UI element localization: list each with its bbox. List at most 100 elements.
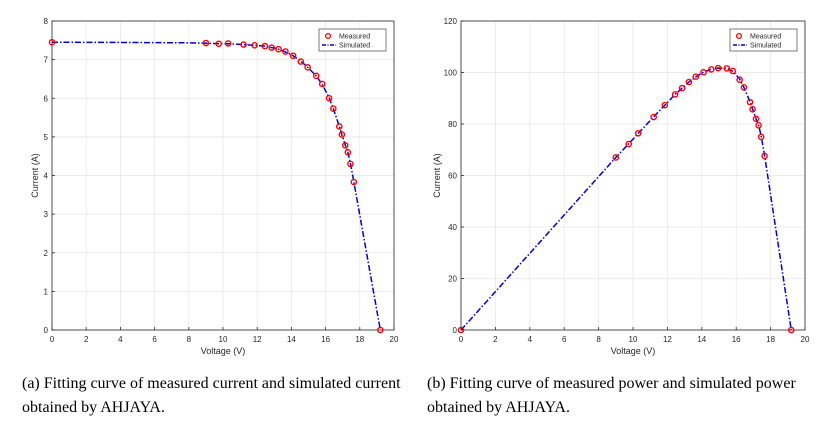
x-tick-label: 2 <box>493 335 498 344</box>
x-tick-label: 0 <box>50 335 55 344</box>
measured-point <box>318 80 326 88</box>
measured-point <box>377 326 384 334</box>
x-tick-label: 6 <box>152 335 157 344</box>
legend-simulated-label: Simulated <box>750 43 781 50</box>
measured-point <box>341 142 349 149</box>
legend-simulated-label: Simulated <box>339 43 370 50</box>
measured-point <box>457 326 465 334</box>
x-tick-label: 4 <box>528 335 533 344</box>
legend-measured-marker <box>324 32 332 40</box>
x-tick-label: 16 <box>321 335 330 344</box>
measured-point <box>634 129 642 137</box>
series-simulated-line <box>460 67 792 331</box>
measured-point <box>224 40 232 47</box>
measured-point <box>685 78 693 86</box>
measured-point <box>350 178 358 186</box>
measured-point <box>752 115 760 123</box>
measured-point <box>661 101 669 109</box>
x-tick-label: 4 <box>118 335 123 344</box>
measured-point <box>625 140 633 148</box>
series-simulated-line <box>51 41 382 331</box>
legend: Measured Simulated <box>729 28 798 52</box>
caption-b: (b) Fitting curve of measured power and … <box>427 375 796 416</box>
measured-point <box>714 64 722 72</box>
measured-point <box>707 66 715 73</box>
x-tick-label: 18 <box>766 335 775 344</box>
measured-point <box>268 44 276 51</box>
x-tick-label: 20 <box>801 335 810 344</box>
x-tick-label: 8 <box>596 335 601 344</box>
legend-measured-label: Measured <box>750 34 781 41</box>
x-tick-label: 12 <box>253 335 262 344</box>
x-tick-label: 10 <box>629 335 638 344</box>
measured-point <box>757 133 765 141</box>
legend-measured-marker <box>735 32 743 40</box>
measured-point <box>240 41 247 48</box>
x-tick-label: 2 <box>84 335 89 344</box>
measured-point <box>48 38 56 46</box>
measured-point <box>261 42 269 50</box>
x-tick-label: 12 <box>663 335 672 344</box>
y-tick-label: 5 <box>44 133 49 142</box>
measured-point <box>251 42 258 49</box>
legend: Measured Simulated <box>318 28 387 52</box>
y-tick-label: 40 <box>448 223 457 232</box>
measured-point <box>736 76 743 84</box>
x-axis-label: Voltage (V) <box>201 346 246 356</box>
y-tick-label: 60 <box>448 172 457 181</box>
measured-point <box>749 106 756 113</box>
x-tick-label: 6 <box>562 335 567 344</box>
measured-point <box>282 48 289 55</box>
y-tick-label: 0 <box>453 326 458 335</box>
measured-point <box>650 113 657 121</box>
measured-point <box>746 98 754 106</box>
measured-point <box>692 73 700 80</box>
y-tick-label: 3 <box>44 210 49 219</box>
measured-point <box>215 40 223 48</box>
y-tick-label: 8 <box>44 17 49 26</box>
measured-point <box>761 152 768 160</box>
y-tick-label: 1 <box>44 287 49 296</box>
x-axis-label: Voltage (V) <box>611 346 656 356</box>
measured-point <box>297 58 305 65</box>
measured-point <box>740 84 748 91</box>
measured-point <box>344 149 352 156</box>
measured-point <box>289 52 297 60</box>
x-tick-label: 14 <box>697 335 706 344</box>
measured-point <box>275 45 282 53</box>
y-tick-label: 6 <box>44 94 49 103</box>
measured-point <box>329 105 337 112</box>
x-tick-label: 14 <box>287 335 296 344</box>
x-tick-label: 20 <box>390 335 399 344</box>
y-axis-label: Current (A) <box>432 153 442 198</box>
x-tick-label: 0 <box>459 335 464 344</box>
y-tick-label: 0 <box>44 326 49 335</box>
y-axis-label: Current (A) <box>30 153 40 198</box>
measured-point <box>787 326 795 334</box>
panel-b-power-voltage: 0 2 4 6 8 10 12 14 16 18 20 0 20 40 60 80 100 120 Voltage … <box>432 17 810 356</box>
measured-point <box>304 64 311 71</box>
y-tick-label: 7 <box>44 56 49 65</box>
measured-point <box>723 65 731 72</box>
measured-point <box>612 154 620 161</box>
legend-measured-label: Measured <box>339 34 370 41</box>
measured-point <box>312 72 320 80</box>
y-tick-label: 20 <box>448 275 457 284</box>
y-tick-label: 80 <box>448 120 457 129</box>
y-tick-label: 4 <box>44 172 49 181</box>
measured-point <box>202 39 210 47</box>
x-tick-label: 18 <box>355 335 364 344</box>
measured-point <box>755 121 762 129</box>
y-tick-label: 120 <box>444 17 458 26</box>
measured-point <box>700 68 707 76</box>
y-tick-label: 100 <box>444 69 458 78</box>
x-tick-label: 8 <box>187 335 192 344</box>
measured-point <box>671 91 679 98</box>
x-tick-label: 10 <box>219 335 228 344</box>
y-tick-label: 2 <box>44 249 49 258</box>
measured-point <box>347 160 354 168</box>
measured-point <box>325 94 333 102</box>
measured-point <box>335 123 343 130</box>
